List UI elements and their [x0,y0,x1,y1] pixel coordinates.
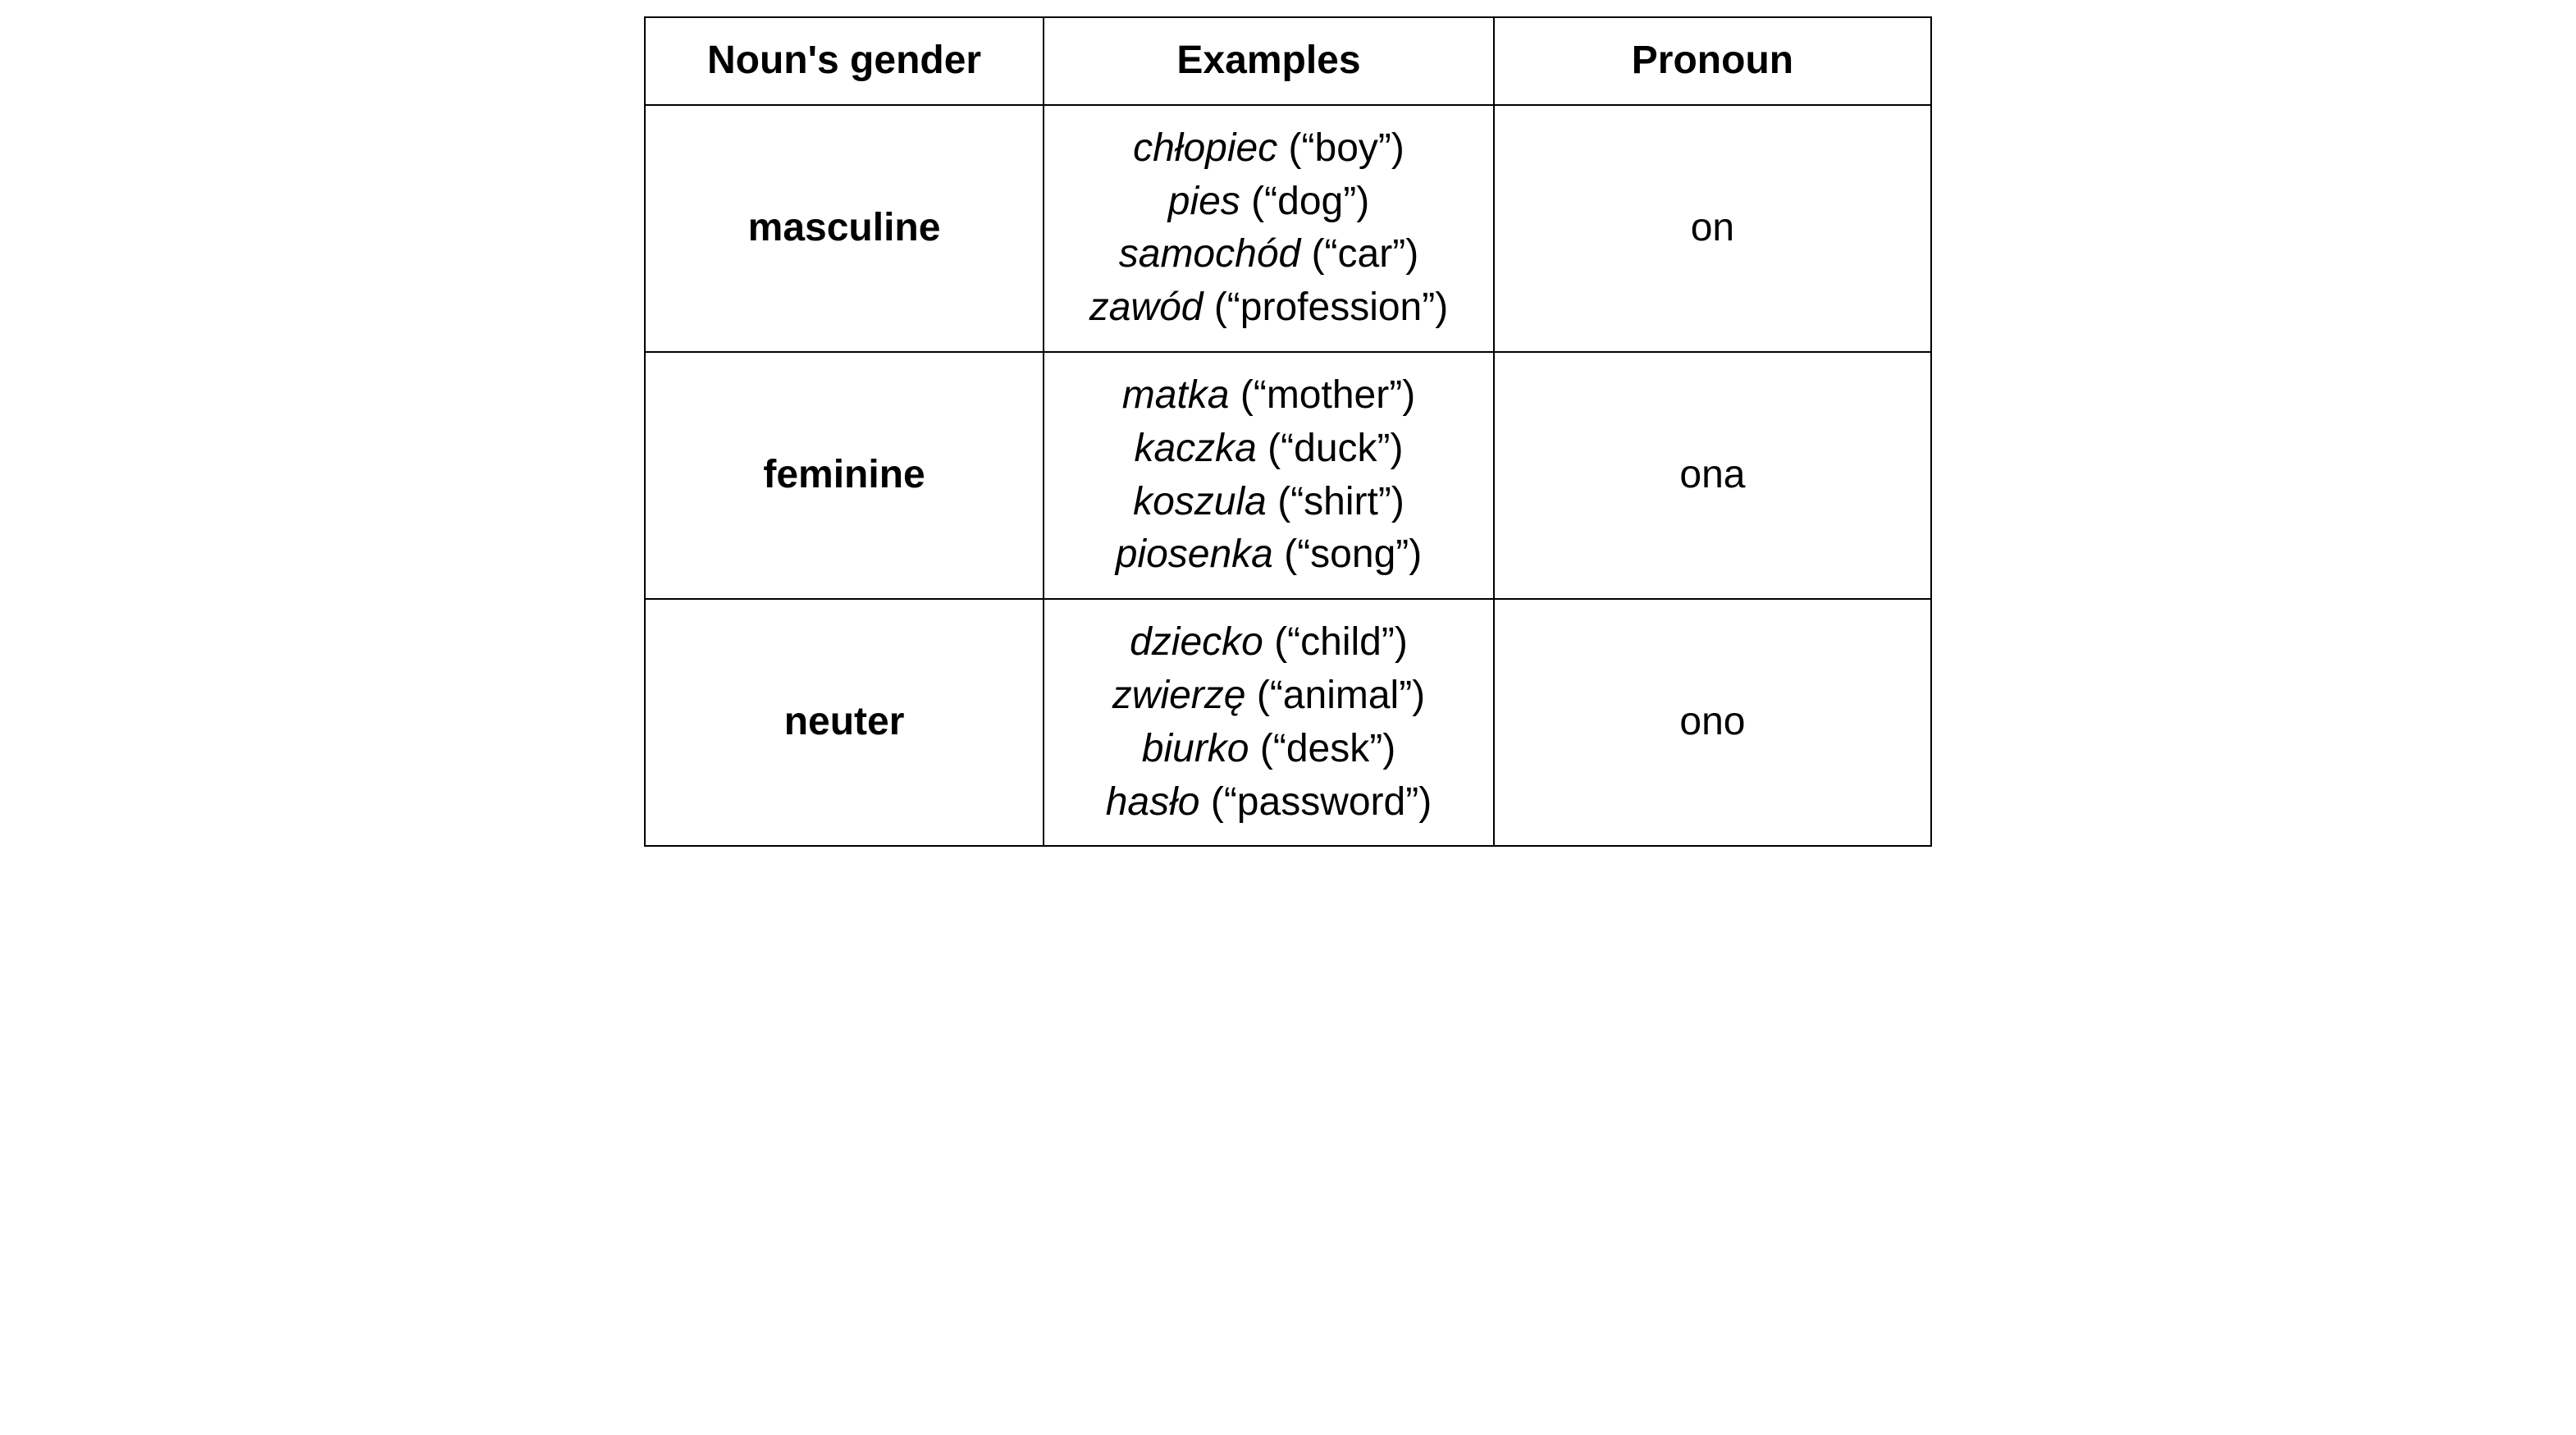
examples-cell: chłopiec (“boy”) pies (“dog”) samochód (… [1044,105,1494,352]
example-word: matka [1122,373,1230,417]
example-line: biurko (“desk”) [1069,723,1468,776]
example-word: dziecko [1130,620,1263,664]
table-header-row: Noun's gender Examples Pronoun [645,17,1931,105]
table-row: neuter dziecko (“child”) zwierzę (“anima… [645,599,1931,846]
example-line: kaczka (“duck”) [1069,423,1468,476]
example-gloss: (“profession”) [1214,286,1448,329]
example-gloss: (“boy”) [1289,126,1404,170]
table-row: feminine matka (“mother”) kaczka (“duck”… [645,352,1931,599]
example-word: zawód [1089,286,1204,329]
example-line: zwierzę (“animal”) [1069,670,1468,723]
example-gloss: (“shirt”) [1277,480,1404,523]
examples-cell: matka (“mother”) kaczka (“duck”) koszula… [1044,352,1494,599]
example-line: piosenka (“song”) [1069,528,1468,582]
example-gloss: (“password”) [1211,780,1432,824]
table-row: masculine chłopiec (“boy”) pies (“dog”) … [645,105,1931,352]
pronoun-cell: ono [1494,599,1931,846]
gender-pronoun-table: Noun's gender Examples Pronoun masculine… [644,16,1932,847]
example-line: zawód (“profession”) [1069,281,1468,335]
example-word: samochód [1119,232,1300,276]
example-word: koszula [1133,480,1267,523]
example-line: matka (“mother”) [1069,369,1468,423]
example-line: samochód (“car”) [1069,228,1468,281]
example-line: hasło (“password”) [1069,776,1468,829]
gender-cell: neuter [645,599,1044,846]
header-pronoun: Pronoun [1494,17,1931,105]
example-gloss: (“duck”) [1267,427,1403,470]
pronoun-cell: on [1494,105,1931,352]
example-word: zwierzę [1112,674,1246,717]
example-word: biurko [1142,727,1249,770]
example-word: pies [1168,180,1240,223]
header-examples: Examples [1044,17,1494,105]
example-line: dziecko (“child”) [1069,616,1468,670]
example-word: hasło [1106,780,1200,824]
gender-cell: masculine [645,105,1044,352]
example-gloss: (“child”) [1274,620,1408,664]
gender-cell: feminine [645,352,1044,599]
example-gloss: (“desk”) [1260,727,1395,770]
example-word: piosenka [1116,532,1273,576]
example-gloss: (“mother”) [1240,373,1415,417]
example-line: chłopiec (“boy”) [1069,122,1468,176]
example-gloss: (“car”) [1312,232,1419,276]
examples-cell: dziecko (“child”) zwierzę (“animal”) biu… [1044,599,1494,846]
example-word: kaczka [1134,427,1256,470]
example-line: koszula (“shirt”) [1069,476,1468,529]
pronoun-cell: ona [1494,352,1931,599]
header-gender: Noun's gender [645,17,1044,105]
example-gloss: (“dog”) [1251,180,1369,223]
example-word: chłopiec [1133,126,1277,170]
example-gloss: (“animal”) [1257,674,1425,717]
example-line: pies (“dog”) [1069,176,1468,229]
example-gloss: (“song”) [1284,532,1422,576]
